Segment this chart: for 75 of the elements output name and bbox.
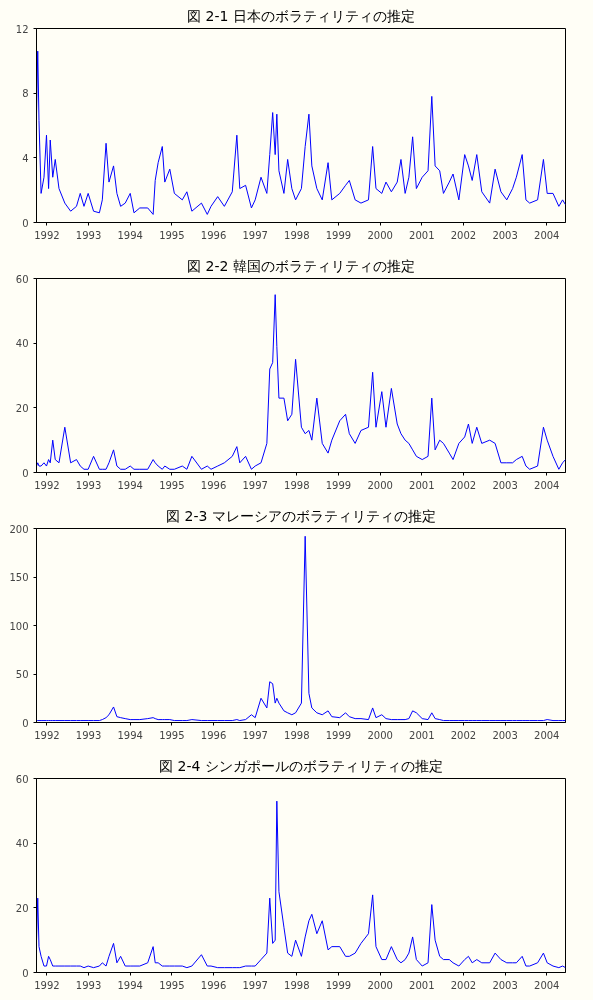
x-tick-label: 1997: [242, 479, 268, 491]
x-tick-label: 1994: [117, 229, 143, 241]
x-tick-label: 1993: [75, 229, 102, 241]
x-tick-label: 2000: [367, 729, 393, 741]
y-tick-label: 12: [15, 23, 29, 35]
x-tick-label: 1992: [34, 979, 60, 991]
x-tick-label: 1995: [159, 479, 185, 491]
x-tick-label: 1996: [200, 729, 227, 741]
x-tick-label: 1996: [200, 479, 227, 491]
y-tick-label: 20: [15, 902, 29, 914]
x-tick-label: 2003: [492, 479, 518, 491]
x-tick-label: 2002: [450, 979, 477, 991]
x-tick-label: 1994: [117, 979, 143, 991]
y-tick-label: 50: [15, 669, 29, 680]
x-tick-label: 1997: [242, 729, 268, 741]
y-tick-label: 40: [15, 338, 29, 350]
x-tick-label: 2004: [534, 479, 560, 491]
x-tick-label: 2001: [409, 229, 435, 241]
x-tick-label: 2003: [492, 229, 518, 241]
y-tick-label: 200: [9, 523, 29, 535]
x-tick-label: 1999: [325, 979, 352, 991]
x-tick-label: 2004: [534, 229, 560, 241]
x-tick-label: 1995: [159, 729, 185, 741]
x-tick-label: 2003: [492, 729, 518, 741]
x-tick-label: 2000: [367, 229, 393, 241]
x-tick-label: 2003: [492, 979, 518, 991]
x-tick-label: 2001: [409, 979, 435, 991]
x-tick-label: 1993: [75, 729, 102, 741]
x-tick-label: 1999: [325, 729, 352, 741]
x-tick-label: 2002: [450, 229, 477, 241]
x-tick-label: 1998: [284, 729, 310, 741]
y-tick-label: 0: [22, 217, 29, 229]
x-tick-label: 1994: [117, 729, 143, 741]
y-tick-label: 0: [22, 467, 29, 479]
x-tick-label: 1993: [75, 979, 102, 991]
x-tick-label: 2004: [534, 729, 560, 741]
line-series: [36, 50, 566, 215]
x-tick-label: 1997: [242, 979, 268, 991]
y-tick-label: 60: [15, 273, 29, 285]
x-tick-label: 1999: [325, 229, 352, 241]
x-tick-label: 1995: [159, 229, 185, 241]
x-tick-label: 2001: [409, 729, 435, 741]
chart-title: 図 2-3 マレーシアのボラティリティの推定: [166, 507, 436, 524]
x-tick-label: 1998: [284, 229, 310, 241]
x-tick-label: 1999: [325, 479, 352, 491]
y-tick-label: 100: [9, 620, 29, 632]
x-tick-label: 2004: [534, 979, 560, 991]
line-series: [36, 800, 566, 969]
x-tick-label: 1995: [159, 979, 185, 991]
x-tick-label: 1993: [75, 479, 102, 491]
y-tick-label: 0: [22, 717, 29, 729]
x-tick-label: 2002: [450, 729, 477, 741]
chart-title: 図 2-1 日本のボラティリティの推定: [187, 7, 415, 24]
x-tick-label: 1997: [242, 229, 268, 241]
x-tick-label: 2000: [367, 479, 393, 491]
y-tick-label: 0: [22, 967, 29, 979]
y-tick-label: 20: [15, 402, 29, 414]
x-tick-label: 1996: [200, 229, 227, 241]
x-tick-label: 1996: [200, 979, 227, 991]
x-tick-label: 1998: [284, 479, 310, 491]
x-tick-label: 1992: [34, 479, 60, 491]
y-tick-label: 8: [22, 88, 29, 100]
chart-title: 図 2-4 シンガポールのボラティリティの推定: [159, 757, 443, 774]
x-tick-label: 2002: [450, 479, 477, 491]
x-tick-label: 1998: [284, 979, 310, 991]
x-tick-label: 1992: [34, 229, 60, 241]
chart-title: 図 2-2 韓国のボラティリティの推定: [187, 257, 415, 274]
y-tick-label: 150: [9, 572, 29, 583]
y-tick-label: 40: [15, 838, 29, 850]
x-tick-label: 1992: [34, 729, 60, 741]
x-tick-label: 2000: [367, 979, 393, 991]
y-tick-label: 4: [22, 152, 29, 164]
x-tick-label: 1994: [117, 479, 143, 491]
x-tick-label: 2001: [409, 479, 435, 491]
y-tick-label: 60: [15, 773, 29, 785]
